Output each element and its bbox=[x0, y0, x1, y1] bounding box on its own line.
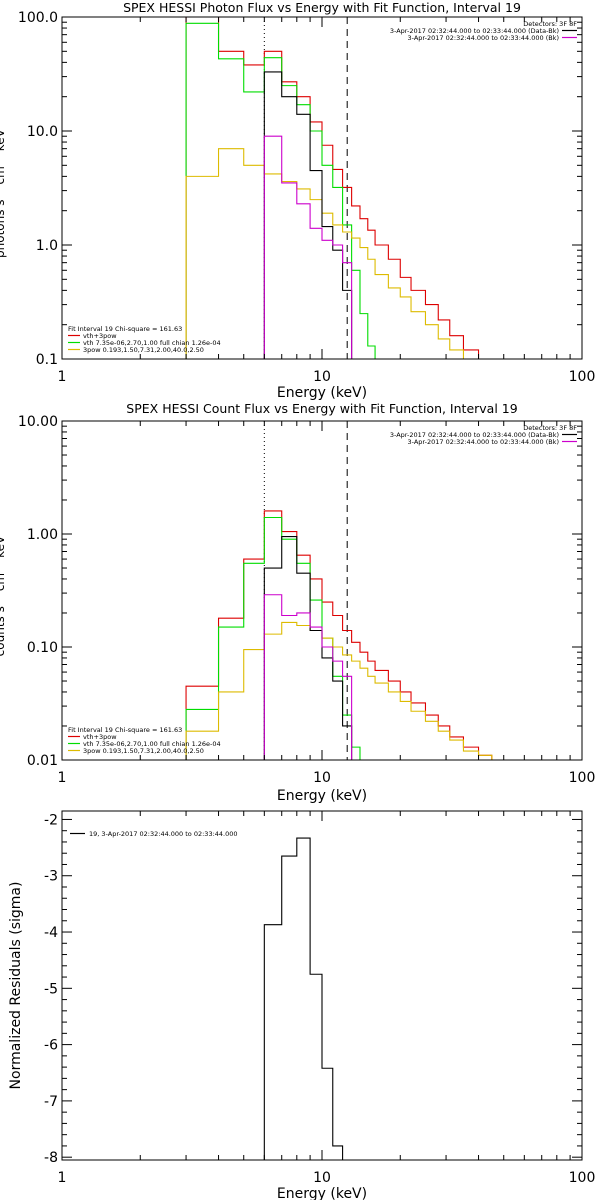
y-tick-label: 0.10 bbox=[27, 640, 58, 656]
y-tick-label: -7 bbox=[44, 1094, 58, 1110]
chart-title: SPEX HESSI Count Flux vs Energy with Fit… bbox=[126, 401, 517, 416]
y-tick-label: -5 bbox=[44, 981, 58, 997]
legend-entry-label: 3pow 0.193,1.50,7.31,2.00,40.0,2.50 bbox=[83, 346, 204, 354]
series-step-3pow bbox=[185, 148, 479, 359]
plot-area bbox=[185, 17, 492, 359]
legend-header: Detectors: 3F 8F bbox=[523, 424, 577, 432]
plot-area bbox=[263, 837, 352, 1160]
legend-top: Detectors: 3F 8F3-Apr-2017 02:32:44.000 … bbox=[390, 20, 577, 42]
x-axis-label: Energy (keV) bbox=[277, 385, 367, 401]
legend-header: Fit Interval 19 Chi-square = 161.63 bbox=[68, 325, 182, 333]
x-tick-label: 1 bbox=[58, 1170, 67, 1186]
series-step-bk bbox=[263, 594, 353, 760]
x-tick-label: 100 bbox=[569, 369, 596, 385]
legend-entry-label: vth+3pow bbox=[83, 332, 117, 340]
chart-photon: SPEX HESSI Photon Flux vs Energy with Fi… bbox=[0, 0, 595, 401]
legend-bottom: Fit Interval 19 Chi-square = 161.63vth+3… bbox=[68, 726, 221, 755]
y-tick-label: -2 bbox=[44, 812, 58, 828]
y-tick-label: -8 bbox=[44, 1150, 58, 1166]
y-tick-label: -4 bbox=[44, 925, 58, 941]
y-axis-label: photons s⁻¹ cm⁻² keV⁻¹ bbox=[0, 118, 7, 258]
plot-area bbox=[185, 421, 504, 760]
legend-top: Detectors: 3F 8F3-Apr-2017 02:32:44.000 … bbox=[390, 424, 577, 446]
x-tick-label: 100 bbox=[569, 1170, 596, 1186]
series-step-vth-3pow bbox=[185, 510, 504, 760]
legend-entry-label: vth 7.35e-06,2.70,1.00 full chian 1.26e-… bbox=[83, 339, 221, 347]
y-tick-label: 10.0 bbox=[27, 124, 58, 140]
legend-entry-label: 3pow 0.193,1.50,7.31,2.00,40.0,2.50 bbox=[83, 747, 204, 755]
legend-entry-label: vth+3pow bbox=[83, 733, 117, 741]
legend-entry-label: 3-Apr-2017 02:32:44.000 to 02:33:44.000 … bbox=[390, 27, 559, 35]
chart-count: SPEX HESSI Count Flux vs Energy with Fit… bbox=[0, 401, 595, 804]
legend-entry-label: 3-Apr-2017 02:32:44.000 to 02:33:44.000 … bbox=[408, 34, 559, 42]
y-tick-label: 10.00 bbox=[18, 414, 58, 430]
series-step-vth bbox=[185, 22, 376, 359]
x-tick-label: 1 bbox=[58, 770, 67, 786]
legend-bottom: Fit Interval 19 Chi-square = 161.63vth+3… bbox=[68, 325, 221, 354]
y-axis-label: counts s⁻¹ cm⁻² keV⁻¹ bbox=[0, 524, 7, 656]
chart-resid: Energy (keV) Normalized Residuals (sigma)… bbox=[8, 810, 596, 1200]
x-tick-label: 1 bbox=[58, 369, 67, 385]
x-tick-label: 10 bbox=[313, 770, 331, 786]
x-tick-label: 100 bbox=[569, 770, 596, 786]
y-tick-label: 0.01 bbox=[27, 753, 58, 769]
series-step-vth-3pow bbox=[185, 17, 492, 359]
y-tick-label: 100.0 bbox=[18, 10, 58, 26]
legend-entry-label: 19, 3-Apr-2017 02:32:44.000 to 02:33:44.… bbox=[89, 830, 238, 838]
y-tick-label: -6 bbox=[44, 1038, 58, 1054]
y-tick-label: 1.00 bbox=[27, 527, 58, 543]
series-step-3pow bbox=[185, 621, 504, 760]
chart-title: SPEX HESSI Photon Flux vs Energy with Fi… bbox=[123, 0, 521, 15]
legend-header: Detectors: 3F 8F bbox=[523, 20, 577, 28]
legend-entry-label: vth 7.35e-06,2.70,1.00 full chian 1.26e-… bbox=[83, 740, 221, 748]
series-step-19 bbox=[263, 837, 352, 1160]
y-axis-label: Normalized Residuals (sigma) bbox=[8, 882, 24, 1090]
legend-entry-label: 3-Apr-2017 02:32:44.000 to 02:33:44.000 … bbox=[390, 431, 559, 439]
y-tick-label: -3 bbox=[44, 869, 58, 885]
x-axis-label: Energy (keV) bbox=[277, 788, 367, 804]
legend-entry-label: 3-Apr-2017 02:32:44.000 to 02:33:44.000 … bbox=[408, 438, 559, 446]
legend-top: 19, 3-Apr-2017 02:32:44.000 to 02:33:44.… bbox=[70, 830, 238, 838]
y-tick-label: 0.1 bbox=[36, 352, 58, 368]
x-tick-label: 10 bbox=[313, 1170, 331, 1186]
y-tick-label: 1.0 bbox=[36, 238, 58, 254]
legend-header: Fit Interval 19 Chi-square = 161.63 bbox=[68, 726, 182, 734]
x-axis-label: Energy (keV) bbox=[277, 1186, 367, 1200]
x-tick-label: 10 bbox=[313, 369, 331, 385]
series-step-data-bk bbox=[263, 535, 353, 760]
series-step-bk bbox=[263, 135, 353, 359]
